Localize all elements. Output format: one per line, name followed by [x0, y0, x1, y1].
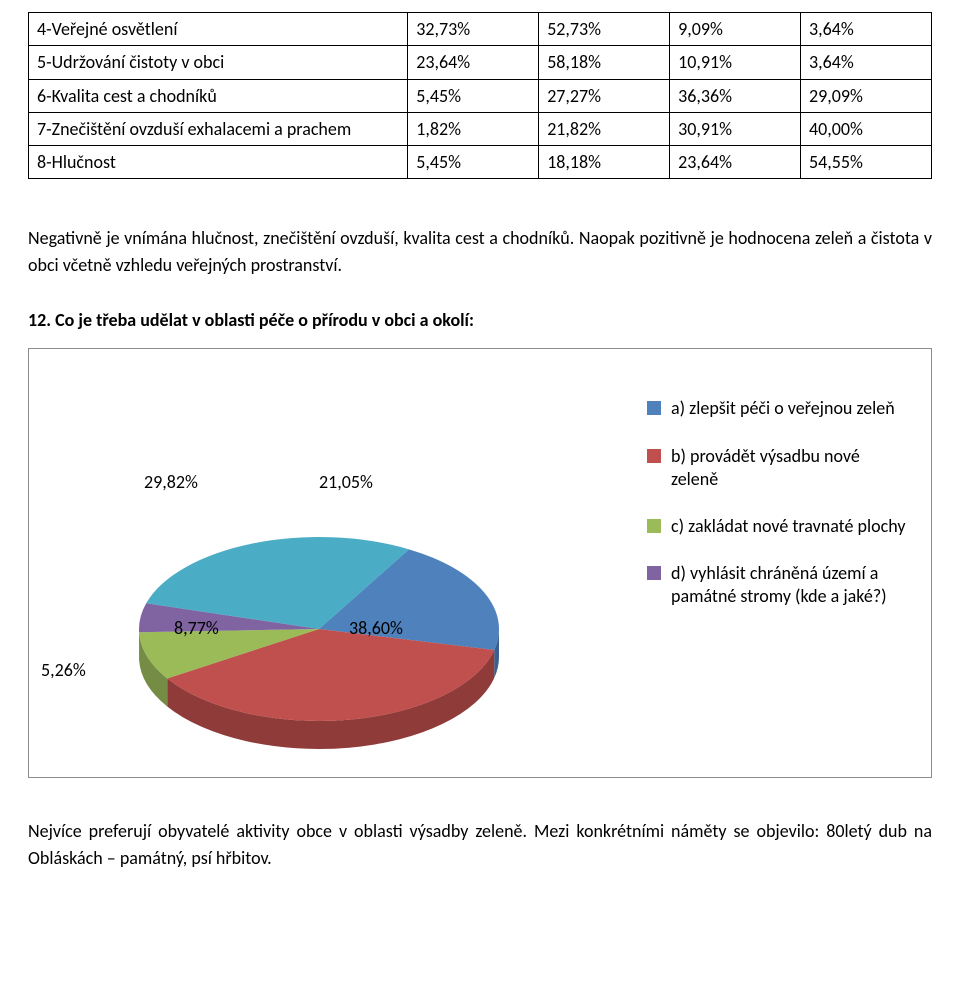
legend-item: d) vyhlásit chráněná území a památné str… — [647, 562, 907, 608]
summary-paragraph: Negativně je vnímána hlučnost, znečištěn… — [28, 225, 932, 279]
ratings-table: 4-Veřejné osvětlení32,73%52,73%9,09%3,64… — [28, 12, 932, 179]
legend-text: a) zlepšit péči o veřejnou zeleň — [671, 397, 907, 420]
row-value: 30,91% — [670, 112, 801, 145]
legend-text: c) zakládat nové travnaté plochy — [671, 515, 907, 538]
legend-item: b) provádět výsadbu nové zeleně — [647, 445, 907, 491]
legend-swatch — [647, 449, 661, 463]
row-value: 29,09% — [801, 79, 932, 112]
row-value: 3,64% — [801, 46, 932, 79]
row-value: 27,27% — [539, 79, 670, 112]
row-value: 52,73% — [539, 13, 670, 46]
row-value: 18,18% — [539, 146, 670, 179]
pie-chart-frame: 29,82% 21,05% 8,77% 38,60% 5,26% a) zlep… — [28, 348, 932, 778]
row-value: 9,09% — [670, 13, 801, 46]
table-row: 4-Veřejné osvětlení32,73%52,73%9,09%3,64… — [29, 13, 932, 46]
row-value: 32,73% — [408, 13, 539, 46]
table-row: 8-Hlučnost5,45%18,18%23,64%54,55% — [29, 146, 932, 179]
row-label: 6-Kvalita cest a chodníků — [29, 79, 408, 112]
pie-label-d: 5,26% — [41, 659, 86, 681]
legend-text: d) vyhlásit chráněná území a památné str… — [671, 562, 907, 608]
row-label: 8-Hlučnost — [29, 146, 408, 179]
table-row: 7-Znečištění ovzduší exhalacemi a prache… — [29, 112, 932, 145]
row-value: 21,82% — [539, 112, 670, 145]
question-heading: 12. Co je třeba udělat v oblasti péče o … — [28, 307, 932, 334]
row-value: 36,36% — [670, 79, 801, 112]
row-label: 7-Znečištění ovzduší exhalacemi a prache… — [29, 112, 408, 145]
pie-label-b: 38,60% — [349, 617, 403, 639]
row-label: 5-Udržování čistoty v obci — [29, 46, 408, 79]
pie-legend: a) zlepšit péči o veřejnou zeleň b) prová… — [647, 397, 907, 631]
row-value: 23,64% — [670, 146, 801, 179]
row-value: 58,18% — [539, 46, 670, 79]
row-value: 1,82% — [408, 112, 539, 145]
row-value: 23,64% — [408, 46, 539, 79]
table-row: 6-Kvalita cest a chodníků5,45%27,27%36,3… — [29, 79, 932, 112]
closing-paragraph: Nejvíce preferují obyvatelé aktivity obc… — [28, 818, 932, 872]
row-value: 5,45% — [408, 146, 539, 179]
pie-label-e: 29,82% — [144, 471, 198, 493]
table-row: 5-Udržování čistoty v obci23,64%58,18%10… — [29, 46, 932, 79]
row-value: 3,64% — [801, 13, 932, 46]
legend-swatch — [647, 401, 661, 415]
row-value: 5,45% — [408, 79, 539, 112]
pie-chart — [119, 519, 539, 784]
legend-item: c) zakládat nové travnaté plochy — [647, 515, 907, 538]
pie-label-a: 21,05% — [319, 471, 373, 493]
legend-swatch — [647, 519, 661, 533]
row-value: 54,55% — [801, 146, 932, 179]
row-value: 40,00% — [801, 112, 932, 145]
row-value: 10,91% — [670, 46, 801, 79]
pie-label-c: 8,77% — [174, 617, 219, 639]
legend-text: b) provádět výsadbu nové zeleně — [671, 445, 907, 491]
row-label: 4-Veřejné osvětlení — [29, 13, 408, 46]
legend-item: a) zlepšit péči o veřejnou zeleň — [647, 397, 907, 420]
legend-swatch — [647, 566, 661, 580]
